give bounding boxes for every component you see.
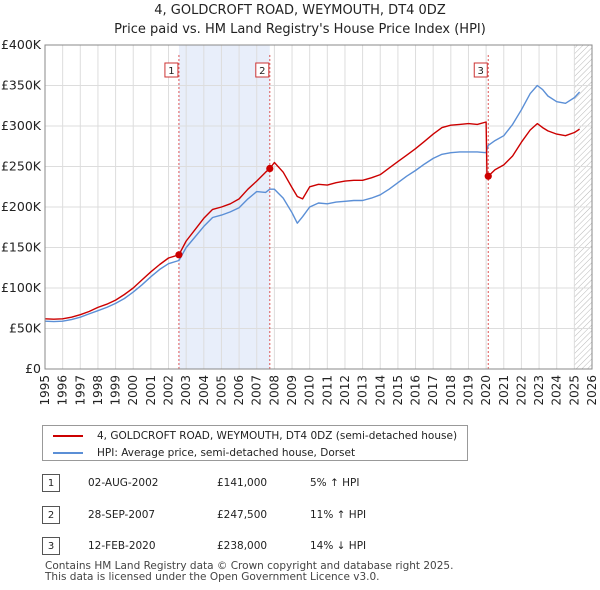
x-tick-label: 1996 xyxy=(56,375,70,406)
x-tick-label: 2018 xyxy=(444,375,458,406)
y-tick-label: £50K xyxy=(9,321,42,336)
x-tick-label: 2020 xyxy=(479,375,493,406)
transaction-date: 12-FEB-2020 xyxy=(88,540,156,552)
x-tick-label: 2026 xyxy=(585,375,599,406)
x-tick-label: 1997 xyxy=(73,375,87,406)
footer-licence: This data is licensed under the Open Gov… xyxy=(45,571,380,583)
sale-label-box xyxy=(473,62,488,78)
footer-copyright: Contains HM Land Registry data © Crown c… xyxy=(45,560,454,572)
y-tick-label: £350K xyxy=(1,78,42,93)
chart-title: 4, GOLDCROFT ROAD, WEYMOUTH, DT4 0DZ xyxy=(154,3,446,18)
y-tick-label: £250K xyxy=(1,159,42,174)
x-tick-label: 2012 xyxy=(338,375,352,406)
transaction-hpi: 14% ↓ HPI xyxy=(310,540,367,552)
x-tick-label: 2006 xyxy=(232,375,246,406)
x-tick-label: 2019 xyxy=(461,375,475,406)
transaction-hpi: 11% ↑ HPI xyxy=(310,509,367,521)
legend-item-hpi: HPI: Average price, semi-detached house,… xyxy=(53,445,355,461)
sale-label: 2 xyxy=(259,66,265,77)
x-tick-label: 2000 xyxy=(126,375,140,406)
transaction-number: 2 xyxy=(42,506,60,524)
x-tick-label: 2003 xyxy=(179,375,193,406)
x-tick-label: 2009 xyxy=(285,375,299,406)
y-tick-label: £150K xyxy=(1,240,42,255)
x-tick-label: 2022 xyxy=(514,375,528,406)
sale-label-box xyxy=(255,62,270,78)
hpi-line xyxy=(44,84,581,323)
legend-label-property: 4, GOLDCROFT ROAD, WEYMOUTH, DT4 0DZ (se… xyxy=(97,430,458,442)
x-tick-label: 2004 xyxy=(197,375,211,406)
x-tick-label: 1995 xyxy=(38,375,52,406)
x-tick-label: 2011 xyxy=(320,375,334,406)
property-price-line xyxy=(44,121,580,320)
x-tick-label: 2008 xyxy=(267,375,281,406)
transaction-date: 28-SEP-2007 xyxy=(88,509,156,521)
transaction-price: £141,000 xyxy=(217,477,268,489)
y-tick-label: £0 xyxy=(25,361,41,376)
x-tick-label: 1999 xyxy=(109,375,123,406)
legend-label-hpi: HPI: Average price, semi-detached house,… xyxy=(97,447,356,459)
chart-subtitle: Price paid vs. HM Land Registry's House … xyxy=(114,22,486,37)
x-tick-label: 2013 xyxy=(356,375,370,406)
x-tick-label: 2010 xyxy=(303,375,317,406)
price-chart: 4, GOLDCROFT ROAD, WEYMOUTH, DT4 0DZ Pri… xyxy=(1,3,599,406)
x-tick-label: 2017 xyxy=(426,375,440,406)
x-tick-label: 1998 xyxy=(91,375,105,406)
x-tick-label: 2024 xyxy=(550,375,564,406)
x-tick-label: 2015 xyxy=(391,375,405,406)
footer: Contains HM Land Registry data © Crown c… xyxy=(45,561,453,583)
sale-point xyxy=(175,251,183,259)
x-tick-label: 2007 xyxy=(250,375,264,406)
sale-label-box xyxy=(164,62,179,78)
transaction-price: £247,500 xyxy=(217,509,268,521)
x-tick-label: 2002 xyxy=(162,375,176,406)
x-tick-label: 2016 xyxy=(409,375,423,406)
transaction-number: 3 xyxy=(42,537,60,555)
x-tick-label: 2025 xyxy=(567,375,581,406)
sale-point xyxy=(484,172,492,180)
y-tick-label: £100K xyxy=(1,280,42,295)
sale-point xyxy=(266,164,274,173)
x-tick-label: 2014 xyxy=(373,375,387,406)
legend: 4, GOLDCROFT ROAD, WEYMOUTH, DT4 0DZ (se… xyxy=(42,425,468,461)
x-tick-label: 2001 xyxy=(144,375,158,406)
transaction-price: £238,000 xyxy=(217,540,268,552)
sale-label: 1 xyxy=(168,66,174,77)
legend-swatch-property xyxy=(53,435,83,437)
legend-swatch-hpi xyxy=(53,452,83,454)
x-tick-label: 2021 xyxy=(497,375,511,406)
transaction-date: 02-AUG-2002 xyxy=(88,477,159,489)
transaction-number: 1 xyxy=(42,474,60,492)
y-tick-label: £300K xyxy=(1,118,42,133)
transaction-hpi: 5% ↑ HPI xyxy=(310,477,360,489)
y-tick-label: £400K xyxy=(1,37,42,52)
y-tick-label: £200K xyxy=(1,199,42,214)
sale-label: 3 xyxy=(478,66,484,77)
plot-frame xyxy=(44,44,593,370)
legend-item-property: 4, GOLDCROFT ROAD, WEYMOUTH, DT4 0DZ (se… xyxy=(53,428,457,444)
x-tick-label: 2005 xyxy=(214,375,228,406)
x-tick-label: 2023 xyxy=(532,375,546,406)
